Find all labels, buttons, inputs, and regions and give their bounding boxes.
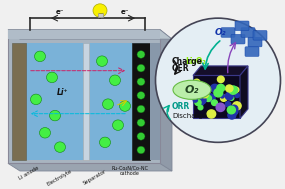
Circle shape <box>221 95 227 101</box>
Circle shape <box>195 100 201 105</box>
Bar <box>97 13 103 17</box>
Circle shape <box>227 106 235 114</box>
Text: Ru-Co₄N/Co-NC: Ru-Co₄N/Co-NC <box>111 165 148 170</box>
Text: O₂: O₂ <box>214 28 226 37</box>
Circle shape <box>113 120 123 130</box>
Circle shape <box>228 112 236 119</box>
Circle shape <box>97 56 107 66</box>
Circle shape <box>137 132 145 140</box>
Ellipse shape <box>173 80 211 99</box>
Text: Li anode: Li anode <box>18 165 40 181</box>
Text: e⁻: e⁻ <box>56 9 64 15</box>
Circle shape <box>205 95 211 101</box>
Polygon shape <box>240 66 248 119</box>
Polygon shape <box>8 163 172 171</box>
Text: Li⁺: Li⁺ <box>57 88 69 97</box>
Circle shape <box>214 89 223 97</box>
Text: Li₂O₂: Li₂O₂ <box>186 57 206 66</box>
Circle shape <box>137 64 145 72</box>
Bar <box>193 75 240 119</box>
Circle shape <box>137 105 145 113</box>
Circle shape <box>202 97 206 101</box>
FancyBboxPatch shape <box>253 31 267 40</box>
Circle shape <box>226 85 233 92</box>
Circle shape <box>194 79 200 85</box>
Text: Charge: Charge <box>172 57 203 66</box>
Bar <box>22 43 148 160</box>
Circle shape <box>30 94 42 105</box>
Circle shape <box>217 84 225 92</box>
FancyBboxPatch shape <box>241 28 255 37</box>
FancyBboxPatch shape <box>245 47 259 56</box>
Circle shape <box>230 108 238 115</box>
Circle shape <box>194 82 202 90</box>
Polygon shape <box>193 66 248 75</box>
Circle shape <box>233 87 239 92</box>
Circle shape <box>137 51 145 58</box>
Bar <box>8 30 160 163</box>
Text: Separator: Separator <box>82 168 107 186</box>
Text: OER: OER <box>172 64 190 73</box>
FancyBboxPatch shape <box>221 28 235 37</box>
Circle shape <box>198 97 206 104</box>
Text: e⁻: e⁻ <box>121 9 129 15</box>
FancyBboxPatch shape <box>235 21 249 31</box>
Circle shape <box>230 105 238 112</box>
Circle shape <box>201 90 209 98</box>
Bar <box>150 43 160 160</box>
FancyBboxPatch shape <box>248 37 262 47</box>
Circle shape <box>119 101 131 111</box>
Ellipse shape <box>156 18 280 142</box>
Circle shape <box>200 85 206 91</box>
Text: cathode: cathode <box>120 171 140 176</box>
Circle shape <box>109 75 121 85</box>
Circle shape <box>233 102 241 110</box>
Circle shape <box>211 84 219 92</box>
Circle shape <box>137 92 145 99</box>
Circle shape <box>137 146 145 154</box>
Circle shape <box>34 51 46 62</box>
Text: O₂: O₂ <box>185 85 199 95</box>
FancyBboxPatch shape <box>231 34 245 44</box>
Circle shape <box>235 93 239 98</box>
Circle shape <box>217 76 224 83</box>
Circle shape <box>93 4 107 17</box>
Circle shape <box>211 100 217 105</box>
Polygon shape <box>8 30 172 39</box>
Circle shape <box>207 110 216 118</box>
Circle shape <box>40 128 50 138</box>
Circle shape <box>50 110 60 121</box>
Text: ORR: ORR <box>172 101 190 111</box>
Circle shape <box>137 119 145 126</box>
Text: Electrolyte: Electrolyte <box>46 168 73 187</box>
Circle shape <box>216 103 225 112</box>
Circle shape <box>203 93 211 101</box>
Text: Discharge: Discharge <box>172 113 207 119</box>
Circle shape <box>54 142 66 152</box>
Circle shape <box>225 102 231 107</box>
Circle shape <box>229 86 237 94</box>
Bar <box>83 43 89 160</box>
Bar <box>12 43 26 160</box>
Circle shape <box>195 85 203 92</box>
Circle shape <box>99 137 111 148</box>
Circle shape <box>198 105 203 110</box>
Circle shape <box>46 72 58 83</box>
Circle shape <box>207 94 215 102</box>
Circle shape <box>198 101 204 106</box>
Bar <box>8 30 160 39</box>
Bar <box>132 43 150 160</box>
Polygon shape <box>160 30 172 171</box>
Circle shape <box>137 78 145 86</box>
Circle shape <box>225 92 233 100</box>
Circle shape <box>103 99 113 109</box>
Circle shape <box>229 96 234 100</box>
Circle shape <box>193 98 198 102</box>
Circle shape <box>220 94 224 98</box>
